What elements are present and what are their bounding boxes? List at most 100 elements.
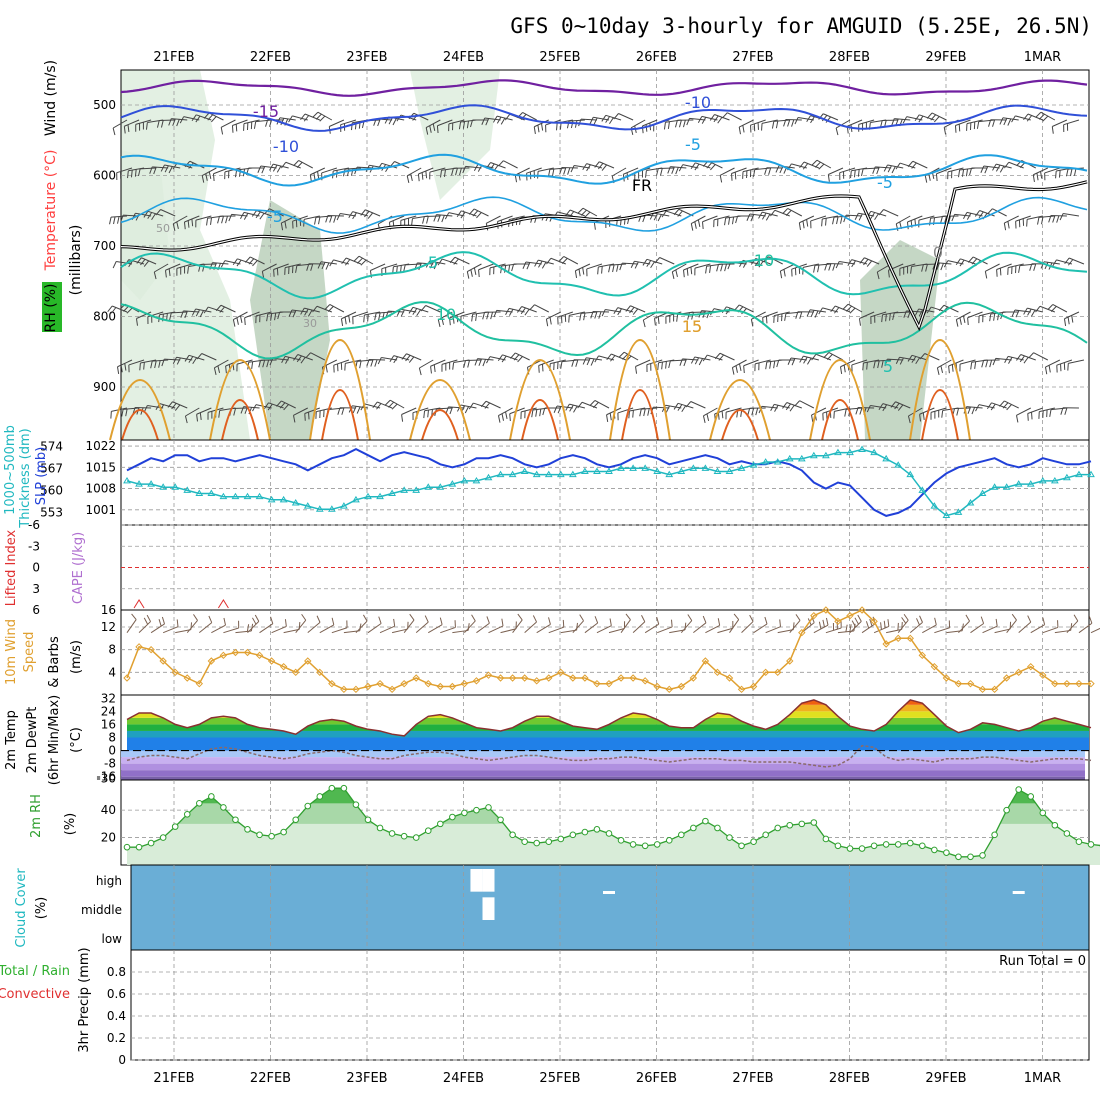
rh-band	[127, 788, 1089, 824]
wind-barb	[324, 304, 345, 313]
wind-barb	[934, 620, 951, 634]
wind-barb	[1011, 309, 1031, 318]
wind-barb	[1018, 615, 1032, 634]
wind-barb	[784, 311, 802, 321]
rh-point	[605, 830, 613, 837]
wind-barb	[123, 119, 140, 134]
wind-barb	[138, 614, 152, 634]
wind-barb	[565, 403, 586, 413]
wind-barb	[813, 263, 831, 273]
rh-point	[376, 824, 384, 832]
wind-barb	[620, 613, 631, 633]
wind-barb	[112, 119, 128, 136]
thickness-point	[1002, 483, 1011, 490]
slp-line	[126, 447, 1092, 517]
wind-speed-point	[291, 668, 300, 677]
wind-barb	[196, 353, 217, 361]
wind-barb	[832, 215, 851, 225]
wind-barb	[858, 311, 875, 326]
temperature-contour-warm	[109, 379, 171, 441]
contour-label: 0	[933, 243, 943, 262]
wind-barb	[488, 618, 504, 634]
wind-barb	[782, 208, 803, 217]
rh-point	[798, 820, 806, 828]
wind-speed-point	[701, 657, 710, 665]
tick-label: -16	[96, 770, 116, 784]
wind-barb	[232, 311, 248, 327]
wind-speed-point	[183, 674, 191, 682]
contour-label: 5	[428, 253, 438, 272]
wind-barb	[935, 167, 952, 182]
wind-barb	[951, 213, 971, 222]
wind-barb	[247, 614, 260, 634]
chart-title: GFS 0~10day 3-hourly for AMGUID (5.25E, …	[510, 14, 1092, 38]
cold-band	[121, 776, 1085, 780]
date-label-bottom: 27FEB	[732, 1071, 773, 1086]
wind-barb	[184, 354, 205, 365]
wind-barb	[1028, 352, 1049, 361]
wind-speed-point	[653, 682, 661, 691]
thickness-point	[978, 489, 987, 497]
tick-label: low	[102, 932, 123, 946]
wind-barb	[811, 159, 832, 170]
wind-barb	[363, 311, 381, 323]
wind-speed-point	[1027, 662, 1035, 671]
wind-barb	[999, 400, 1019, 411]
date-label-top: 28FEB	[829, 50, 870, 65]
wind-barb	[903, 310, 923, 319]
thickness-point	[773, 458, 782, 465]
thickness-point	[906, 470, 915, 478]
wind-barb	[341, 257, 362, 266]
wind-barb	[203, 112, 224, 123]
wind-barb	[440, 620, 456, 634]
wind-barb	[184, 407, 200, 424]
wind-barb	[649, 212, 670, 222]
temperature-contour-warm	[809, 359, 871, 441]
wind-barb	[628, 407, 646, 419]
temperature-contour	[120, 196, 1088, 234]
rh-high-fill	[127, 788, 1089, 824]
tick-label: 560	[40, 483, 63, 497]
thickness-point	[1075, 470, 1083, 478]
wind-barb	[579, 311, 597, 321]
thickness-point	[364, 492, 372, 500]
wind-barb	[470, 119, 489, 128]
thickness-point	[858, 445, 866, 452]
date-label-bottom: 29FEB	[925, 1071, 966, 1086]
wind-barb	[980, 165, 1000, 174]
wind-barb	[657, 619, 673, 634]
contour-label: 10	[754, 251, 774, 270]
temperature-contour-hot	[321, 389, 359, 441]
wind-barb	[895, 356, 916, 365]
date-label-top: 24FEB	[443, 50, 484, 65]
wind-barb	[914, 114, 935, 123]
rh-point	[1027, 793, 1035, 800]
wind-barb	[613, 113, 634, 121]
wind-barb	[220, 119, 236, 135]
thickness-point	[809, 451, 818, 459]
wind-barb	[1067, 359, 1085, 371]
wind-barb	[512, 613, 523, 633]
thickness-point	[556, 470, 565, 478]
wind-barb	[449, 256, 470, 265]
wind-barb	[619, 262, 639, 271]
wind-speed-point	[135, 643, 143, 651]
thickness-point	[231, 492, 240, 500]
date-label-top: 27FEB	[732, 50, 773, 65]
thickness-point	[219, 492, 228, 500]
rh-point	[220, 804, 227, 811]
wind-barb	[150, 616, 165, 634]
temperature-contour	[120, 251, 1088, 300]
thickness-point	[267, 495, 276, 503]
tick-label: 1022	[85, 439, 116, 453]
wind-barb	[497, 407, 513, 423]
wind-barb	[511, 263, 530, 272]
wind-barb	[762, 311, 778, 325]
wind-barb	[1030, 617, 1046, 634]
wind-barb	[510, 352, 530, 363]
axis-title-rh2m: 2m RH	[29, 794, 44, 838]
rh-point	[702, 817, 709, 825]
wind-barb	[293, 407, 308, 423]
wind-barb	[969, 167, 988, 176]
wind-barb	[680, 614, 693, 633]
